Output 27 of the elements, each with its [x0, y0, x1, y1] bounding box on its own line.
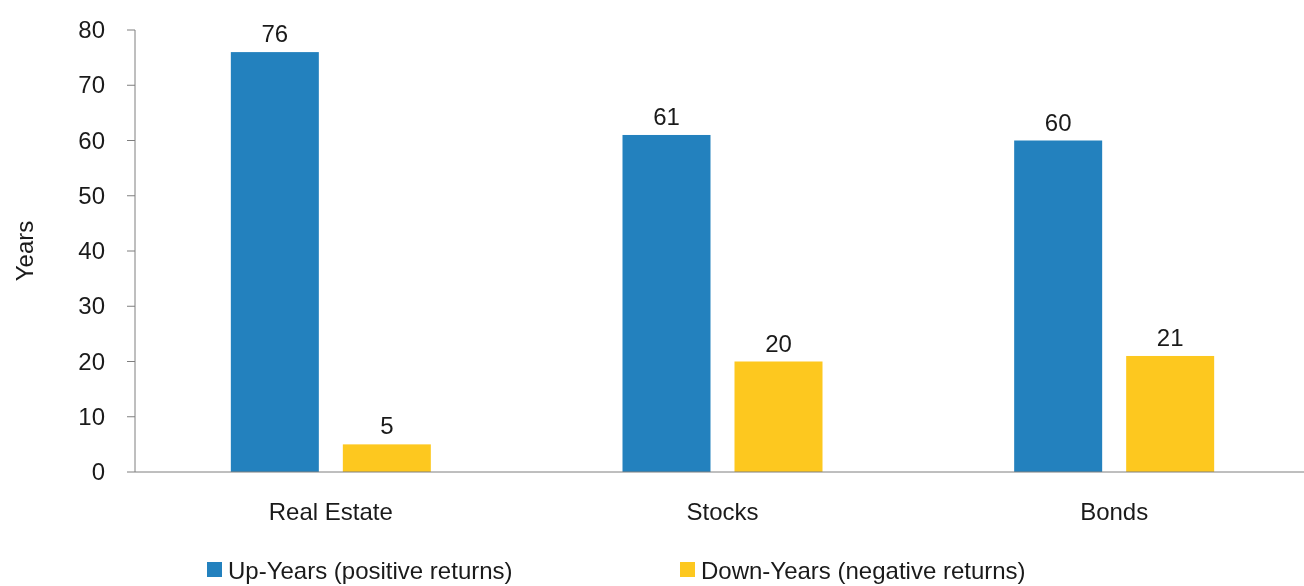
y-tick-label: 0 — [91, 458, 105, 485]
bar — [1014, 140, 1103, 472]
data-label: 61 — [653, 102, 680, 130]
bar — [1126, 355, 1215, 472]
y-tick-label: 60 — [78, 126, 105, 154]
y-tick-label: 80 — [78, 16, 105, 43]
y-tick-label: 10 — [78, 402, 105, 430]
x-tick-label: Bonds — [1080, 498, 1149, 525]
data-label: 20 — [765, 329, 792, 357]
y-tick-label: 50 — [78, 181, 105, 209]
legend-label: Down-Years (negative returns) — [701, 557, 1026, 584]
data-label: 76 — [261, 20, 289, 48]
bar — [342, 444, 431, 472]
x-tick-label: Real Estate — [268, 498, 393, 525]
y-tick-label: 70 — [78, 71, 105, 99]
x-tick-label: Stocks — [686, 498, 759, 525]
data-label: 21 — [1156, 323, 1184, 351]
y-axis-title: Years — [11, 220, 38, 282]
bar — [230, 52, 319, 472]
y-tick-label: 40 — [78, 237, 105, 264]
bar — [734, 361, 823, 472]
y-tick-label: 20 — [78, 347, 105, 375]
data-label: 60 — [1044, 108, 1072, 136]
legend-label: Up-Years (positive returns) — [228, 557, 513, 584]
data-label: 5 — [380, 412, 394, 440]
bar — [622, 134, 711, 472]
y-tick-label: 30 — [78, 292, 105, 320]
